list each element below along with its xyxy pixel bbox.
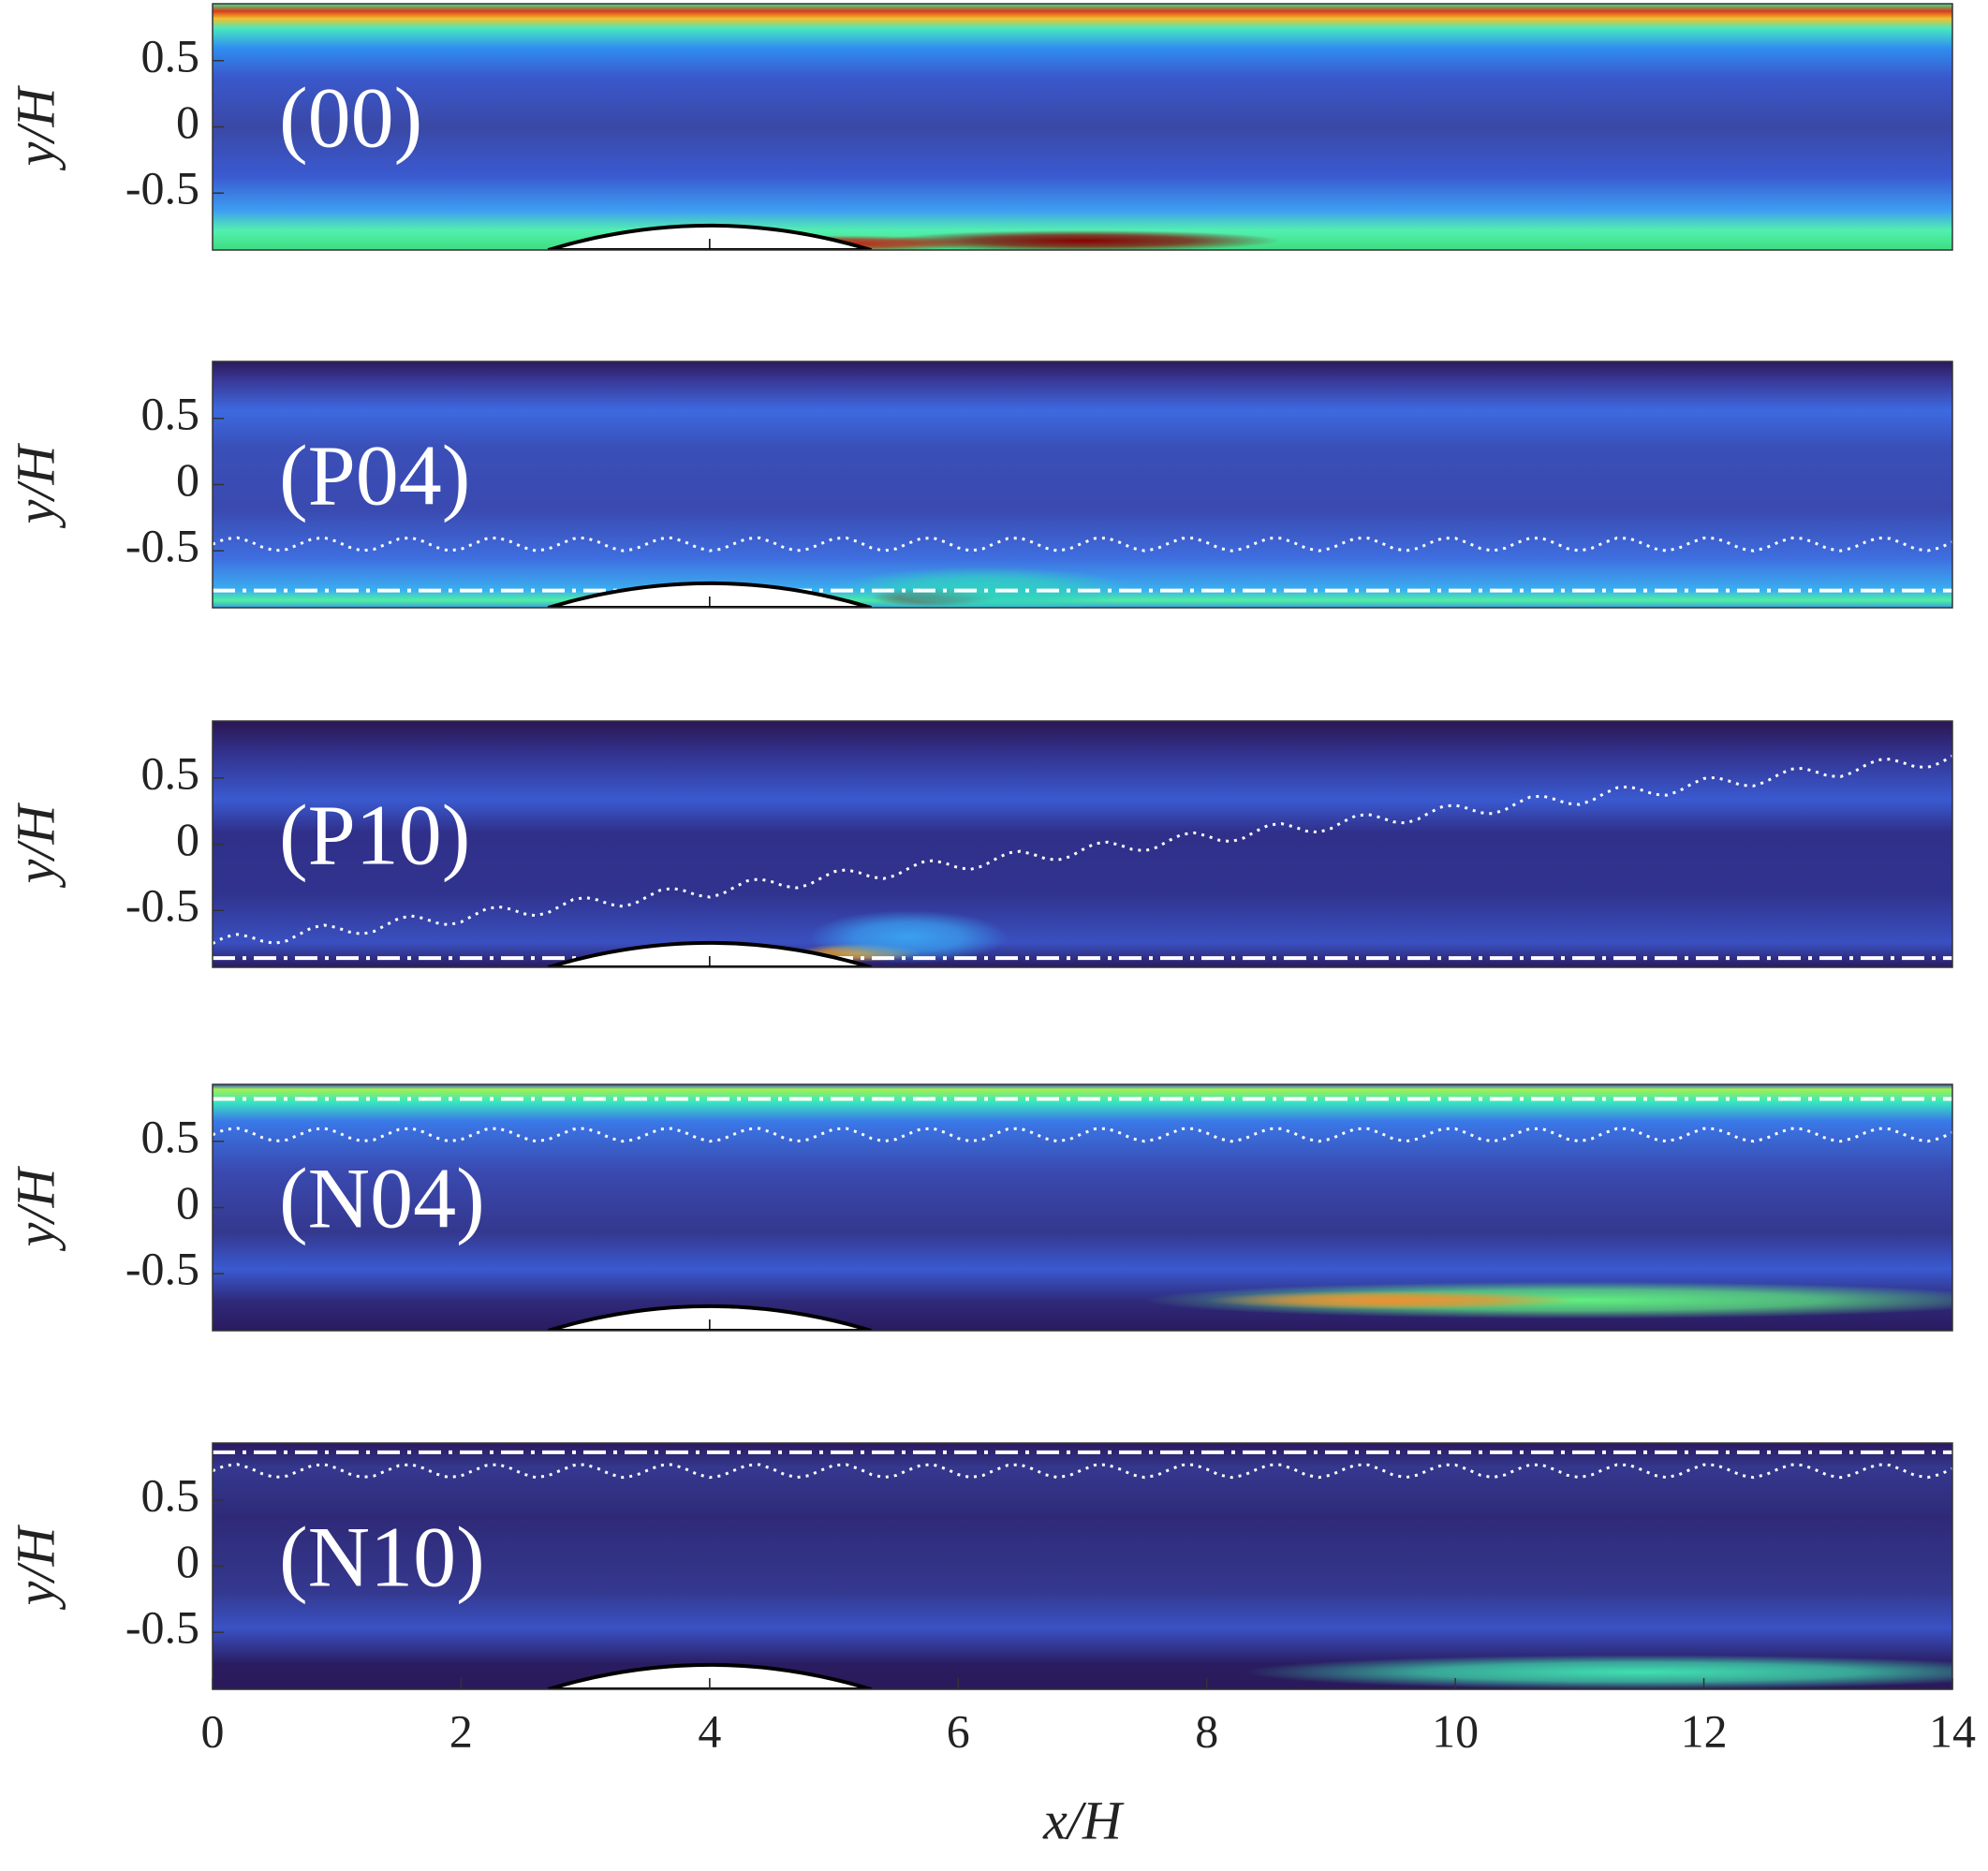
field-blob [809, 910, 1009, 964]
contour-dotted [213, 1127, 1952, 1143]
x-tick-label: 12 [1681, 1704, 1728, 1757]
y-tick-label: 0.5 [141, 746, 200, 799]
hill [547, 581, 872, 608]
y-axis-label: y/H [5, 85, 66, 171]
contour-dotted [213, 536, 1952, 552]
hill [547, 1662, 872, 1689]
field-blob [883, 229, 1282, 250]
x-tick-label: 0 [201, 1704, 225, 1757]
panel-label: (P04) [279, 428, 470, 523]
y-tick-label: -0.5 [125, 1243, 199, 1295]
field-background [213, 721, 1952, 967]
x-tick-label: 14 [1929, 1704, 1976, 1757]
y-tick-label: 0 [176, 1176, 199, 1229]
y-tick-label: -0.5 [125, 879, 199, 932]
panel-label: (P10) [279, 788, 470, 883]
hill [547, 223, 872, 250]
y-tick-label: 0 [176, 453, 199, 506]
panel: (P10) 0.5 0 -0.5 y/H [5, 720, 1953, 968]
field [213, 4, 1952, 250]
y-tick-label: 0 [176, 96, 199, 148]
panel: (00) 0.5 0 -0.5 y/H [5, 3, 1953, 251]
hill [547, 940, 872, 967]
contour-dotted [213, 1463, 1952, 1480]
field [213, 361, 1952, 608]
y-tick-label: 0.5 [141, 387, 200, 439]
y-tick-label: 0.5 [141, 29, 200, 81]
y-tick-label: -0.5 [125, 162, 199, 214]
field-blob [1244, 1655, 1952, 1689]
field-blob [833, 567, 1133, 608]
x-tick-label: 6 [947, 1704, 970, 1757]
field-background [213, 4, 1952, 250]
panel-label: (N04) [279, 1151, 485, 1246]
contour-dotted [213, 754, 1952, 945]
hill [547, 1304, 872, 1331]
y-tick-label: 0.5 [141, 1468, 200, 1521]
y-tick-label: -0.5 [125, 1601, 199, 1654]
y-axis-label: y/H [5, 1166, 66, 1252]
panel: (N10)0.50-0.5y/H0 2 4 6 8 10 12 14x/H [5, 1442, 1976, 1850]
panel: (P04) 0.5 0 -0.5 y/H [5, 361, 1953, 609]
field [213, 1443, 1952, 1689]
x-tick-label: 10 [1432, 1704, 1479, 1757]
y-tick-label: 0.5 [141, 1110, 200, 1162]
y-axis-label: y/H [5, 803, 66, 889]
field-background [213, 361, 1952, 608]
field-blob [1206, 1290, 1580, 1310]
field-background [213, 1443, 1952, 1689]
field [213, 1084, 1952, 1331]
x-axis-label: x/H [1042, 1790, 1125, 1850]
x-tick-label: 4 [698, 1704, 721, 1757]
y-axis-label: y/H [5, 1525, 66, 1611]
x-tick-label: 2 [449, 1704, 473, 1757]
x-tick-label: 8 [1195, 1704, 1218, 1757]
y-tick-label: 0 [176, 1535, 199, 1587]
panel: (N04) 0.5 0 -0.5 y/H [5, 1083, 1953, 1332]
y-tick-label: 0 [176, 813, 199, 865]
y-axis-label: y/H [5, 443, 66, 529]
panel-label: (00) [279, 70, 422, 166]
panel-label: (N10) [279, 1510, 485, 1605]
field [213, 721, 1952, 967]
y-tick-label: -0.5 [125, 520, 199, 572]
